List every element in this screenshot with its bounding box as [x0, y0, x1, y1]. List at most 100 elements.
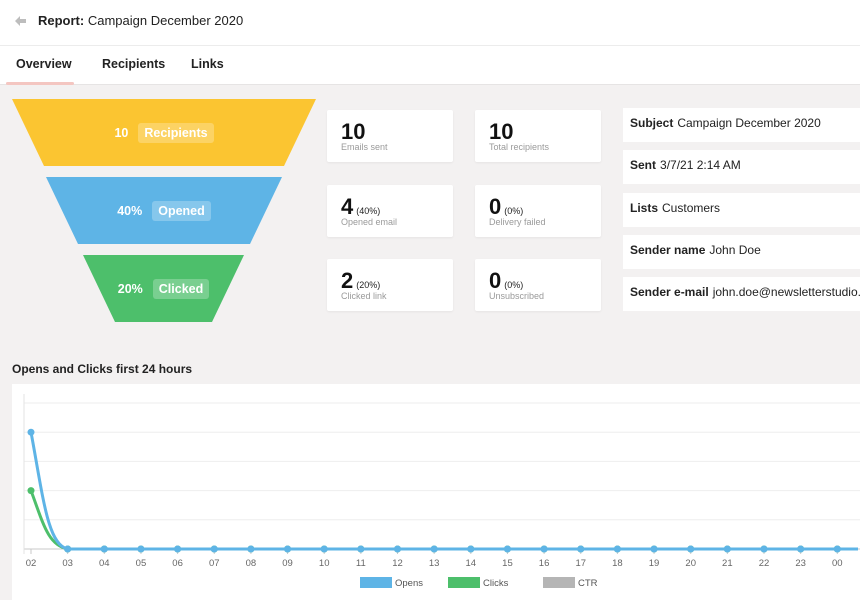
funnel-recipients-value: 10	[114, 126, 129, 140]
funnel-clicked-value: 20%	[117, 282, 143, 296]
clicked-link-value: 2	[341, 268, 354, 293]
x-tick-label: 09	[282, 558, 293, 569]
report-header: Report: Campaign December 2020	[0, 0, 860, 46]
x-tick-label: 07	[209, 558, 220, 569]
data-point-opens	[503, 545, 511, 553]
legend-swatch-ctr	[543, 577, 575, 588]
legend-label-opens: Opens	[395, 578, 423, 589]
x-tick-label: 11	[356, 558, 366, 569]
x-tick-label: 22	[759, 558, 770, 569]
data-point-clicks	[27, 487, 35, 495]
info-sender-email-label: Sender e-mail	[630, 285, 709, 299]
x-tick-label: 20	[685, 558, 696, 569]
x-tick-label: 13	[429, 558, 440, 569]
unsubscribed-pct: (0%)	[504, 280, 524, 290]
tab-overview[interactable]: Overview	[16, 57, 72, 71]
legend-swatch-clicks	[448, 577, 480, 588]
chart-panel: 02 03 04 05 06 07 08 09 10 11 12 13 14 15 16 17 18 19 20 21…	[12, 384, 860, 600]
opened-email-caption: Opened email	[341, 217, 398, 227]
info-sent: Sent 3/7/21 2:14 AM	[623, 150, 860, 184]
page-title: Report: Campaign December 2020	[38, 13, 243, 28]
data-point-opens	[284, 545, 292, 553]
stat-card-clicked-link: 2 (20%) Clicked link	[327, 259, 453, 311]
data-point-opens	[723, 545, 731, 553]
funnel-opened-label: Opened	[152, 201, 211, 221]
info-subject: Subject Campaign December 2020	[623, 108, 860, 142]
unsubscribed-value: 0	[489, 268, 502, 293]
info-sender-email: Sender e-mailjohn.doe@newsletterstudio.o…	[623, 277, 860, 311]
funnel-clicked-label: Clicked	[152, 279, 210, 299]
opened-email-pct: (40%)	[356, 206, 381, 216]
clicked-link-caption: Clicked link	[341, 291, 387, 301]
unsubscribed-caption: Unsubscribed	[489, 291, 545, 301]
delivery-failed-pct: (0%)	[504, 206, 524, 216]
total-recipients-value: 10	[489, 119, 514, 144]
x-tick-label: 23	[795, 558, 806, 569]
funnel-opened-shape	[46, 177, 282, 244]
data-point-opens	[137, 545, 145, 553]
title-value: Campaign December 2020	[87, 13, 244, 28]
data-point-opens	[174, 545, 182, 553]
data-point-opens	[357, 545, 365, 553]
chart-title: Opens and Clicks first 24 hours	[12, 362, 193, 376]
active-tab-indicator	[6, 82, 74, 85]
x-tick-label: 14	[466, 558, 477, 569]
funnel-recipients-shape	[12, 99, 316, 166]
data-point-opens	[430, 545, 438, 553]
data-point-opens	[650, 545, 658, 553]
legend-label-ctr: CTR	[578, 578, 598, 589]
info-subject-label: Subject	[630, 116, 674, 130]
data-point-opens	[64, 545, 72, 553]
info-sender-name-value: John Doe	[709, 243, 761, 257]
x-tick-label: 18	[612, 558, 623, 569]
emails-sent-value: 10	[341, 119, 366, 144]
legend-swatch-opens	[360, 577, 392, 588]
x-tick-label: 08	[246, 558, 257, 569]
data-point-opens	[577, 545, 585, 553]
data-point-opens	[467, 545, 475, 553]
info-lists-label: Lists	[630, 201, 659, 215]
tab-recipients[interactable]: Recipients	[102, 57, 166, 71]
data-point-opens	[247, 545, 255, 553]
info-sender-email-value: john.doe@newsletterstudio.org	[712, 285, 860, 299]
funnel-clicked-shape	[83, 255, 244, 322]
x-tick-label: 05	[136, 558, 147, 569]
stat-card-total-recipients: 10 Total recipients	[475, 110, 601, 162]
total-recipients-caption: Total recipients	[489, 142, 550, 152]
data-point-opens	[797, 545, 805, 553]
funnel-clicked: 20% Clicked	[83, 255, 244, 322]
info-sender-name-label: Sender name	[630, 243, 706, 257]
data-point-opens	[27, 428, 35, 436]
delivery-failed-caption: Delivery failed	[489, 217, 546, 227]
data-point-opens	[394, 545, 401, 553]
data-point-opens	[540, 545, 548, 553]
data-point-opens	[833, 545, 841, 553]
legend-label-clicks: Clicks	[483, 578, 509, 589]
stat-card-delivery-failed: 0 (0%) Delivery failed	[475, 185, 601, 237]
x-tick-label: 21	[722, 558, 733, 569]
x-tick-label: 15	[502, 558, 513, 569]
info-subject-value: Campaign December 2020	[677, 116, 821, 130]
x-tick-label: 12	[392, 558, 403, 569]
tab-bar: Overview Recipients Links	[0, 46, 860, 85]
x-tick-label: 00	[832, 558, 843, 569]
title-label: Report:	[38, 13, 85, 28]
info-sent-value: 3/7/21 2:14 AM	[660, 158, 741, 172]
stat-card-unsubscribed: 0 (0%) Unsubscribed	[475, 259, 601, 311]
x-tick-label: 19	[649, 558, 660, 569]
x-tick-label: 06	[172, 558, 183, 569]
stat-card-emails-sent: 10 Emails sent	[327, 110, 453, 162]
x-tick-label: 04	[99, 558, 110, 569]
x-tick-label: 16	[539, 558, 550, 569]
info-lists: Lists Customers	[623, 193, 860, 227]
opened-email-value: 4	[341, 194, 354, 219]
funnel-opened: 40% Opened	[46, 177, 282, 244]
back-arrow-icon[interactable]	[13, 14, 27, 28]
funnel-recipients: 10 Recipients	[12, 99, 316, 166]
data-point-opens	[613, 545, 621, 553]
clicked-link-pct: (20%)	[356, 280, 381, 290]
funnel-opened-value: 40%	[117, 204, 143, 218]
emails-sent-caption: Emails sent	[341, 142, 388, 152]
tab-links[interactable]: Links	[191, 57, 224, 71]
data-point-opens	[687, 545, 695, 553]
